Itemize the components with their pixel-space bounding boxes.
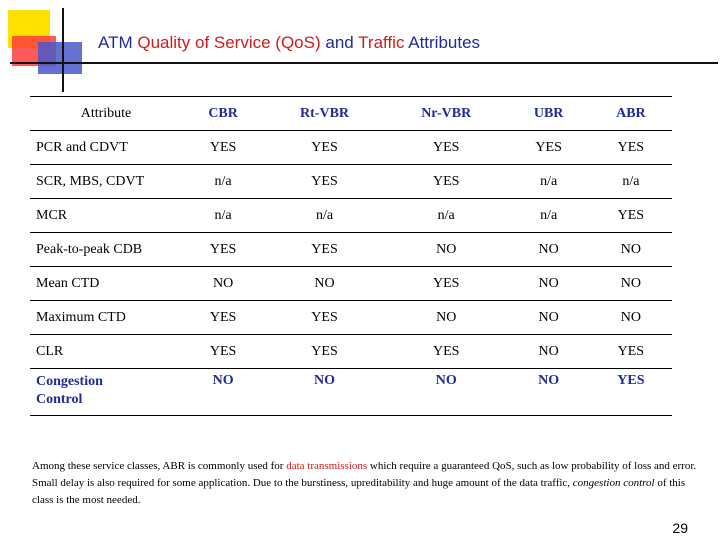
congestion-label-line2: Control [36, 392, 83, 407]
cell: NO [507, 266, 590, 301]
note-highlight: data transmissions [286, 460, 368, 472]
row-attribute: Mean CTD [30, 266, 182, 301]
row-attribute-congestion: Congestion Control [30, 368, 182, 416]
table-row-congestion-control: Congestion Control NO NO NO NO YES [30, 368, 672, 416]
cell: YES [384, 164, 508, 199]
cell: YES [182, 232, 265, 267]
cell: NO [589, 266, 672, 301]
header-nr-vbr: Nr-VBR [384, 96, 508, 131]
cell: YES [589, 334, 672, 369]
cell: YES [182, 300, 265, 335]
cell: YES [264, 334, 385, 369]
note-part2: which require a guaranteed QoS, such as … [32, 460, 697, 489]
cell: YES [264, 164, 385, 199]
table-header-row: Attribute CBR Rt-VBR Nr-VBR UBR ABR [30, 96, 672, 131]
cell: n/a [264, 198, 385, 233]
table-row: MCR n/a n/a n/a n/a YES [30, 198, 672, 233]
logo-vertical-line [62, 8, 64, 92]
row-attribute: MCR [30, 198, 182, 233]
row-attribute: Maximum CTD [30, 300, 182, 335]
row-attribute: Peak-to-peak CDB [30, 232, 182, 267]
cell: YES [182, 334, 265, 369]
header-attribute: Attribute [30, 96, 182, 131]
table-row: CLR YES YES YES NO YES [30, 334, 672, 369]
cell: NO [589, 300, 672, 335]
title-prefix: ATM [98, 33, 138, 52]
cell: NO [384, 368, 508, 416]
header-abr: ABR [589, 96, 672, 131]
slide-title: ATM Quality of Service (QoS) and Traffic… [98, 33, 480, 53]
cell: YES [264, 232, 385, 267]
cell: NO [264, 266, 385, 301]
cell: NO [589, 232, 672, 267]
cell: n/a [384, 198, 508, 233]
table-row: Peak-to-peak CDB YES YES NO NO NO [30, 232, 672, 267]
title-underline [10, 62, 718, 64]
cell: YES [384, 266, 508, 301]
cell: YES [589, 130, 672, 165]
title-traffic: Traffic [358, 33, 405, 52]
cell: n/a [507, 198, 590, 233]
cell: NO [182, 266, 265, 301]
note-emphasis: congestion control [572, 477, 655, 489]
cell: YES [507, 130, 590, 165]
logo-blue-square [38, 42, 82, 74]
cell: NO [264, 368, 385, 416]
cell: NO [507, 334, 590, 369]
table-row: Mean CTD NO NO YES NO NO [30, 266, 672, 301]
congestion-label-line1: Congestion [36, 374, 103, 389]
row-attribute: SCR, MBS, CDVT [30, 164, 182, 199]
cell: n/a [182, 198, 265, 233]
header-ubr: UBR [507, 96, 590, 131]
cell: n/a [589, 164, 672, 199]
cell: NO [507, 300, 590, 335]
footnote: Among these service classes, ABR is comm… [32, 458, 702, 509]
cell: NO [384, 232, 508, 267]
header-cbr: CBR [182, 96, 265, 131]
row-attribute: CLR [30, 334, 182, 369]
cell: NO [182, 368, 265, 416]
row-attribute: PCR and CDVT [30, 130, 182, 165]
title-qos: Quality of Service (QoS) [137, 33, 321, 52]
title-and: and [320, 33, 359, 52]
cell: YES [182, 130, 265, 165]
cell: NO [507, 232, 590, 267]
cell: YES [264, 300, 385, 335]
cell: YES [264, 130, 385, 165]
cell: YES [589, 368, 672, 416]
title-suffix: Attributes [404, 33, 481, 52]
page-number: 29 [672, 520, 688, 536]
cell: NO [507, 368, 590, 416]
cell: n/a [507, 164, 590, 199]
header-rt-vbr: Rt-VBR [264, 96, 385, 131]
cell: YES [384, 334, 508, 369]
cell: n/a [182, 164, 265, 199]
cell: YES [589, 198, 672, 233]
note-part1: Among these service classes, ABR is comm… [32, 460, 287, 472]
qos-attributes-table: Attribute CBR Rt-VBR Nr-VBR UBR ABR PCR … [30, 96, 672, 416]
cell: YES [384, 130, 508, 165]
table-row: Maximum CTD YES YES NO NO NO [30, 300, 672, 335]
cell: NO [384, 300, 508, 335]
table-row: SCR, MBS, CDVT n/a YES YES n/a n/a [30, 164, 672, 199]
note-part3: of this class is the most needed. [32, 477, 686, 506]
table-row: PCR and CDVT YES YES YES YES YES [30, 130, 672, 165]
